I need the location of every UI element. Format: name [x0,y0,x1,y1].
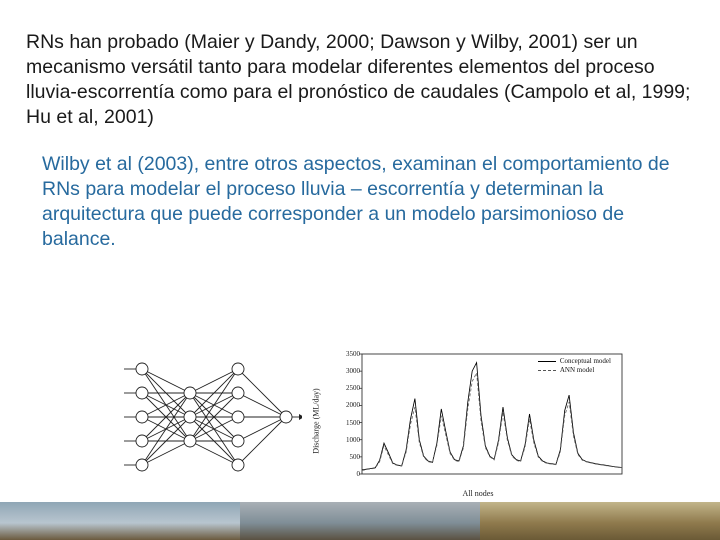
chart-ylabel: Discharge (ML/day) [312,388,321,453]
footer-photo-1 [0,502,240,540]
chart-ytick: 2500 [346,384,360,392]
slide: RNs han probado (Maier y Dandy, 2000; Da… [0,0,720,540]
legend-item-ann: ANN model [538,366,611,375]
chart-ytick: 2000 [346,401,360,409]
paragraph-rns-intro: RNs han probado (Maier y Dandy, 2000; Da… [26,30,694,130]
legend-label-2: ANN model [560,366,594,375]
chart-ytick: 3000 [346,367,360,375]
chart-ytick: 500 [350,453,361,461]
chart-ytick: 3500 [346,350,360,358]
legend-line-dashed-icon [538,370,556,371]
legend-line-solid-icon [538,361,556,362]
figures-row: Discharge (ML/day) 0 500 1000 1500 2000 2500 3… [0,348,720,494]
chart-ytick: 1500 [346,419,360,427]
nn-svg [114,348,302,486]
neural-network-diagram [114,348,302,486]
chart-xlabel: All nodes [463,489,494,498]
legend-item-conceptual: Conceptual model [538,357,611,366]
footer-photo-2 [240,502,480,540]
legend-label-1: Conceptual model [560,357,611,366]
chart-ytick: 1000 [346,436,360,444]
chart-legend: Conceptual model ANN model [535,356,614,376]
discharge-chart: Discharge (ML/day) 050010001500200025003… [328,348,628,494]
footer-photo-3 [480,502,720,540]
chart-ytick: 0 [357,470,361,478]
photo-strip [0,502,720,540]
paragraph-wilby: Wilby et al (2003), entre otros aspectos… [42,152,686,252]
